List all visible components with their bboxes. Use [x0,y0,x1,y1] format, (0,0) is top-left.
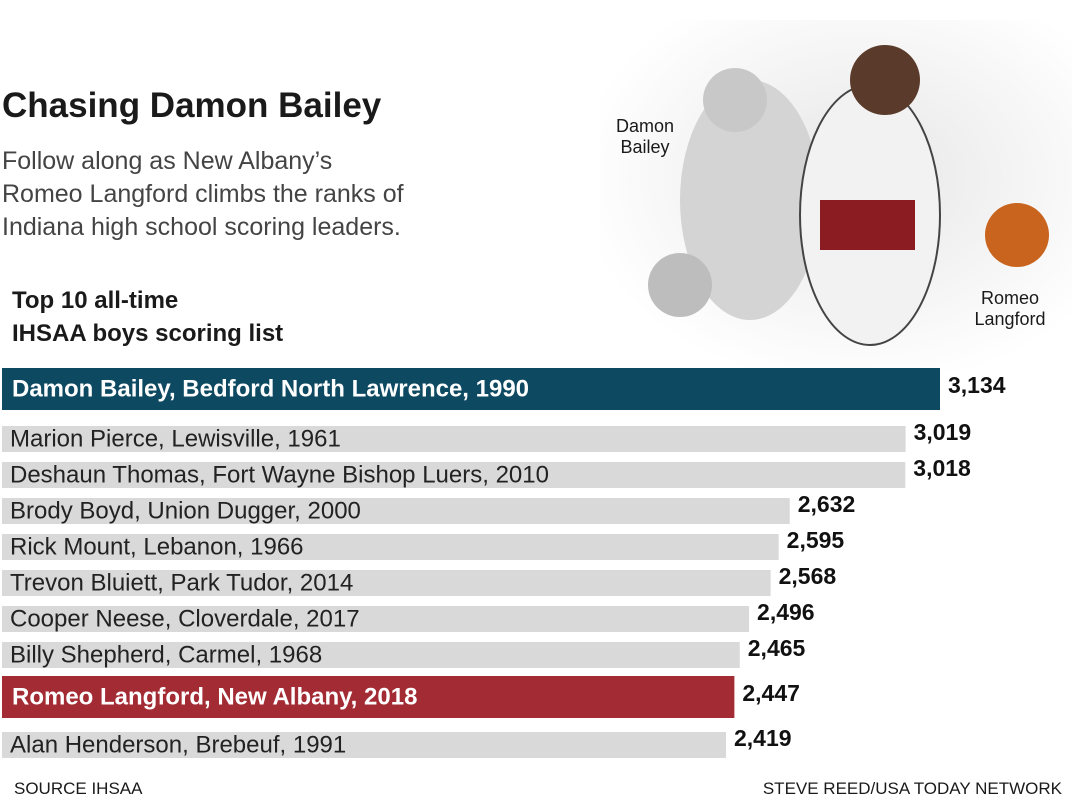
bar [2,534,779,560]
photo-label: Romeo Langford [974,288,1046,329]
bar [2,732,727,758]
bar [2,642,740,668]
bar-label: Alan Henderson, Brebeuf, 1991 [10,731,346,758]
photo [600,20,1072,370]
bar-label: Deshaun Thomas, Fort Wayne Bishop Luers,… [10,461,549,488]
photo-label: Damon Bailey [615,116,675,157]
bar-label: Romeo Langford, New Albany, 2018 [12,683,417,710]
bar-label: Damon Bailey, Bedford North Lawrence, 19… [12,375,529,402]
value-label: 2,595 [787,527,845,553]
bar [2,570,771,596]
bar-label: Brody Boyd, Union Dugger, 2000 [10,497,361,524]
bar [2,368,940,410]
value-label: 2,447 [742,680,800,706]
bar-label: Marion Pierce, Lewisville, 1961 [10,425,341,452]
bar-label: Rick Mount, Lebanon, 1966 [10,533,304,560]
source: SOURCE IHSAA [14,779,143,798]
chart-title: Top 10 all-time IHSAA boys scoring list [12,287,284,347]
value-label: 2,496 [757,599,815,625]
value-label: 3,019 [914,419,972,445]
bar-label: Billy Shepherd, Carmel, 1968 [10,641,322,668]
bar [2,462,906,488]
bar [2,676,735,718]
value-label: 2,419 [734,725,792,751]
bar [2,426,906,452]
bar-label: Cooper Neese, Cloverdale, 2017 [10,605,360,632]
title: Chasing Damon Bailey [2,86,382,125]
bar [2,498,790,524]
subtitle: Follow along as New Albany’s Romeo Langf… [2,147,404,241]
bar-label: Trevon Bluiett, Park Tudor, 2014 [10,569,353,596]
value-label: 3,018 [913,455,971,481]
credit: STEVE REED/USA TODAY NETWORK [762,779,1062,798]
value-label: 2,465 [748,635,806,661]
value-label: 2,632 [798,491,856,517]
bar [2,606,750,632]
value-label: 2,568 [779,563,837,589]
value-label: 3,134 [948,372,1006,398]
